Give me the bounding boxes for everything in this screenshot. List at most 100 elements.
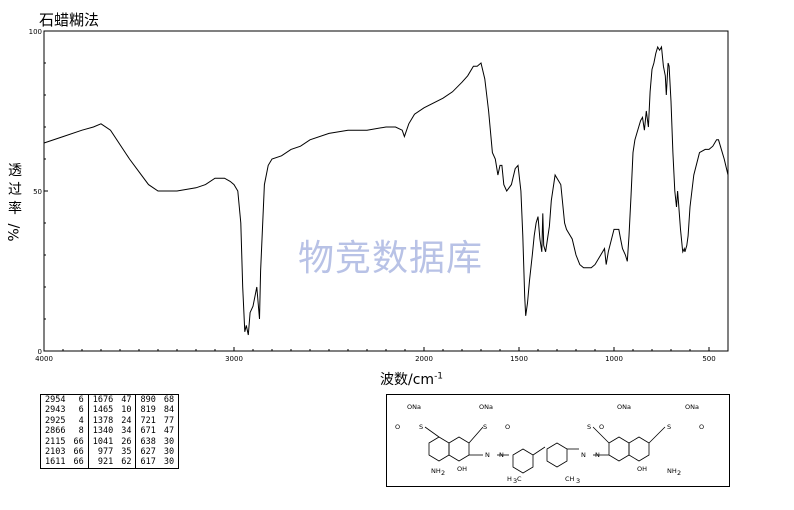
peak-table: 2954 6 1676 47 890 68 2943 6 1465 10 819 84 2925 4 137… [40, 394, 180, 469]
peak-wavenumber: 819 [140, 405, 156, 416]
peak-wavenumber: 1041 [92, 436, 114, 447]
peak-wavenumber: 2103 [45, 447, 66, 458]
peak-wavenumber: 1378 [92, 415, 114, 426]
y-tick-label: 0 [38, 348, 42, 356]
nh2-label-left: NH [431, 467, 441, 475]
peak-transmittance: 10 [117, 405, 137, 416]
sulfur-label-4: S [667, 423, 671, 431]
peak-wavenumber: 977 [97, 447, 114, 458]
peak-transmittance: 68 [163, 395, 175, 405]
x-tick-label: 3000 [225, 355, 243, 363]
peak-wavenumber: 627 [140, 447, 156, 458]
x-tick-label: 2000 [415, 355, 433, 363]
peak-wavenumber: 638 [140, 436, 156, 447]
peak-transmittance: 66 [69, 457, 89, 469]
peak-transmittance: 47 [163, 426, 175, 437]
peak-transmittance: 6 [69, 394, 89, 406]
peak-table-body: 2954 6 1676 47 890 68 2943 6 1465 10 819 84 2925 4 137… [41, 394, 179, 469]
x-tick-label: 1000 [605, 355, 623, 363]
peak-wavenumber: 1611 [45, 457, 66, 468]
x-axis-label: 波数/cm-1 [380, 369, 443, 389]
peak-wavenumber: 1340 [92, 426, 114, 437]
spectrum-chart: 4000 3000 2000 1500 1000 500 0 50 100 物竞数据库 [29, 28, 729, 363]
ona-label-2: ONa [479, 403, 493, 411]
peak-transmittance: 34 [117, 426, 137, 437]
y-label-char-3: 率 [8, 201, 22, 217]
peak-transmittance: 30 [163, 447, 175, 458]
plot-frame [43, 30, 729, 352]
peak-row: 2866 8 1340 34 671 47 [41, 426, 179, 437]
peak-wavenumber: 890 [140, 395, 156, 405]
y-label-char-1: 透 [8, 163, 22, 179]
peak-wavenumber: 2943 [45, 405, 66, 416]
oh-label-left: OH [457, 465, 467, 473]
methyl-label-right: CH [565, 475, 575, 483]
ona-label-3: ONa [617, 403, 631, 411]
peak-wavenumber: 921 [97, 457, 114, 468]
peak-wavenumber: 2866 [45, 426, 66, 437]
peak-transmittance: 24 [117, 415, 137, 427]
ona-label-4: ONa [685, 403, 699, 411]
peak-wavenumber: 721 [140, 415, 156, 426]
x-label-sup: -1 [434, 371, 444, 382]
nh2-sub-right: 2 [677, 469, 681, 477]
ona-label-1: ONa [407, 403, 421, 411]
x-axis-ticks: 4000 3000 2000 1500 1000 500 [35, 347, 716, 363]
oxygen-label-1: O [395, 423, 400, 431]
peak-wavenumber: 671 [140, 426, 156, 437]
peak-transmittance: 47 [117, 394, 137, 406]
peak-transmittance: 8 [69, 426, 89, 437]
sulfur-label-2: S [483, 423, 487, 431]
peak-transmittance: 66 [69, 447, 89, 458]
peak-transmittance: 4 [69, 415, 89, 427]
peak-transmittance: 6 [69, 405, 89, 416]
y-axis-label: 透 过 率 %/ [6, 162, 24, 242]
azo-n-label-4: N [595, 451, 600, 459]
nh2-label-right: NH [667, 467, 677, 475]
peak-row: 2943 6 1465 10 819 84 [41, 405, 179, 416]
sulfur-label-3: S [587, 423, 591, 431]
azo-n-label-3: N [581, 451, 586, 459]
peak-transmittance: 84 [163, 405, 175, 416]
peak-wavenumber: 1676 [92, 395, 114, 405]
peak-transmittance: 77 [163, 415, 175, 426]
structure-svg: ONa ONa ONa ONa S S S S O O O O N N N N … [395, 403, 704, 485]
peak-transmittance: 35 [117, 447, 137, 458]
peak-transmittance: 30 [163, 457, 175, 468]
peak-row: 2115 66 1041 26 638 30 [41, 436, 179, 448]
y-tick-label: 100 [29, 28, 42, 36]
x-tick-label: 500 [702, 355, 715, 363]
peak-row: 2103 66 977 35 627 30 [41, 447, 179, 458]
peak-transmittance: 62 [117, 457, 137, 469]
oxygen-label-2: O [505, 423, 510, 431]
structure-diagram: ONa ONa ONa ONa S S S S O O O O N N N N … [386, 394, 730, 487]
sulfur-label-1: S [419, 423, 423, 431]
chart-title: 石蜡糊法 [39, 11, 100, 29]
peak-wavenumber: 1465 [92, 405, 114, 416]
peak-transmittance: 26 [117, 436, 137, 448]
y-label-char-2: 过 [8, 182, 22, 198]
methyl-sub-left: 3 [513, 477, 517, 485]
peak-row: 2954 6 1676 47 890 68 [41, 394, 179, 406]
y-tick-label: 50 [33, 188, 42, 196]
oxygen-label-4: O [699, 423, 704, 431]
peak-wavenumber: 2925 [45, 415, 66, 426]
peak-transmittance: 66 [69, 436, 89, 448]
oh-label-right: OH [637, 465, 647, 473]
methyl-label-left-c: C [517, 475, 522, 483]
nh2-sub-left: 2 [441, 469, 445, 477]
peak-transmittance: 30 [163, 436, 175, 447]
azo-n-label-1: N [485, 451, 490, 459]
x-tick-label: 1500 [510, 355, 528, 363]
oxygen-label-3: O [599, 423, 604, 431]
azo-n-label-2: N [499, 451, 504, 459]
peak-wavenumber: 2115 [45, 436, 66, 447]
peak-row: 2925 4 1378 24 721 77 [41, 415, 179, 427]
peak-wavenumber: 617 [140, 457, 156, 468]
spectrum-line [43, 45, 729, 336]
watermark-text: 物竞数据库 [298, 238, 483, 279]
methyl-sub-right: 3 [576, 477, 580, 485]
peak-wavenumber: 2954 [45, 395, 66, 405]
methyl-label-left-h: H [507, 475, 512, 483]
y-axis-ticks: 0 50 100 [29, 28, 48, 356]
